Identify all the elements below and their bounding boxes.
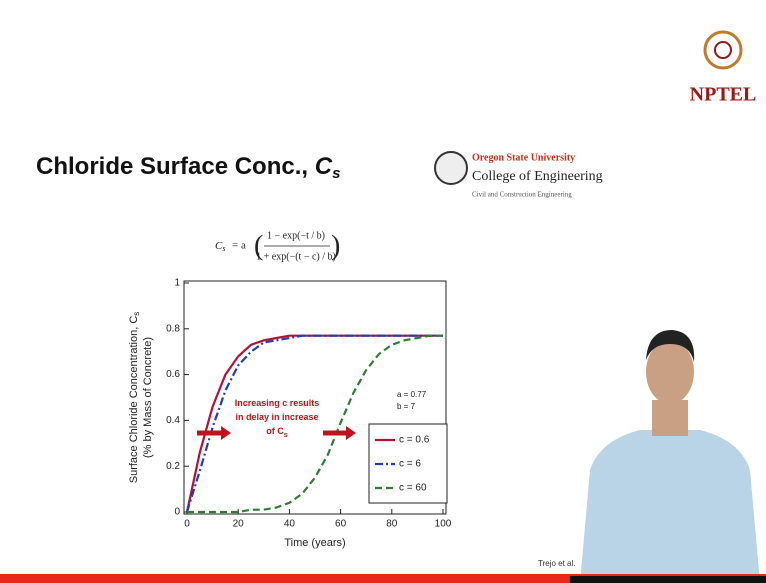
x-tick-label: 60 [335, 519, 347, 530]
plot-frame [183, 280, 447, 515]
video-overlay [570, 576, 766, 583]
parameter: a = 0.77 [397, 390, 427, 399]
paren: ( [254, 230, 263, 261]
formula-denominator: 1 + exp(−(t − c) / b) [256, 251, 336, 262]
y-axis-label-text: Surface Chloride Concentration, C [128, 316, 140, 484]
slide-title: Chloride Surface Conc., Cs [36, 153, 340, 182]
y-axis-label-subscript: s [132, 312, 141, 316]
formula-numerator: 1 − exp(−t / b) [267, 230, 325, 241]
y-tick-label: 0.8 [166, 323, 180, 334]
citation: Trejo et al. [538, 559, 576, 568]
x-axis-label: Time (years) [284, 537, 345, 549]
annotation-text: Increasing c results [235, 398, 320, 408]
logo-emblem [703, 30, 743, 70]
formula-lhs: Cs [215, 240, 225, 253]
x-tick-label: 40 [284, 519, 296, 530]
y-axis-label: Surface Chloride Concentration, Cs [128, 312, 141, 484]
presenter [580, 330, 760, 583]
x-tick-label: 0 [184, 519, 190, 530]
logo-emblem-inner [714, 41, 732, 59]
university-name: Oregon State University [472, 152, 575, 163]
arrow-head [221, 426, 231, 440]
y-tick-label: 1 [174, 278, 180, 289]
footer-bar [0, 574, 766, 583]
y-tick-label: 0.4 [166, 415, 180, 426]
annotation: of Cs [266, 426, 288, 438]
legend-label: c = 0.6 [399, 435, 430, 446]
annotation-text: of C [266, 426, 284, 436]
x-tick-label: 80 [386, 519, 398, 530]
title-symbol: C [315, 153, 333, 180]
paren: ) [331, 230, 340, 261]
legend-label: c = 60 [399, 483, 427, 494]
y-axis-label: (% by Mass of Concrete) [142, 337, 154, 458]
logo-text: NPTEL [690, 84, 757, 106]
department-name: Civil and Construction Engineering [472, 191, 572, 199]
formula: Cs = a ( 1 − exp(−t / b) 1 + exp(−(t − c… [215, 230, 340, 262]
university-seal [434, 151, 468, 185]
annotation: in delay in increase [235, 412, 318, 422]
y-tick-label: 0.6 [166, 369, 180, 380]
formula-subscript: s [222, 244, 225, 253]
y-tick-label: 0.2 [166, 461, 180, 472]
annotation: Increasing c results [235, 398, 320, 408]
title-subscript: s [332, 165, 340, 182]
arrow-head [346, 426, 356, 440]
y-tick-label: 0 [174, 507, 180, 518]
formula-symbol: C [215, 240, 223, 252]
college-name: College of Engineering [472, 169, 603, 184]
title-text: Chloride Surface Conc., [36, 153, 315, 180]
x-tick-label: 20 [233, 519, 245, 530]
formula-equals: = a [232, 240, 246, 252]
annotation-text: in delay in increase [235, 412, 318, 422]
legend-label: c = 6 [399, 459, 421, 470]
annotation-subscript: s [284, 432, 288, 439]
series-line [185, 334, 443, 513]
x-tick-label: 100 [435, 519, 452, 530]
parameter: b = 7 [397, 402, 416, 411]
